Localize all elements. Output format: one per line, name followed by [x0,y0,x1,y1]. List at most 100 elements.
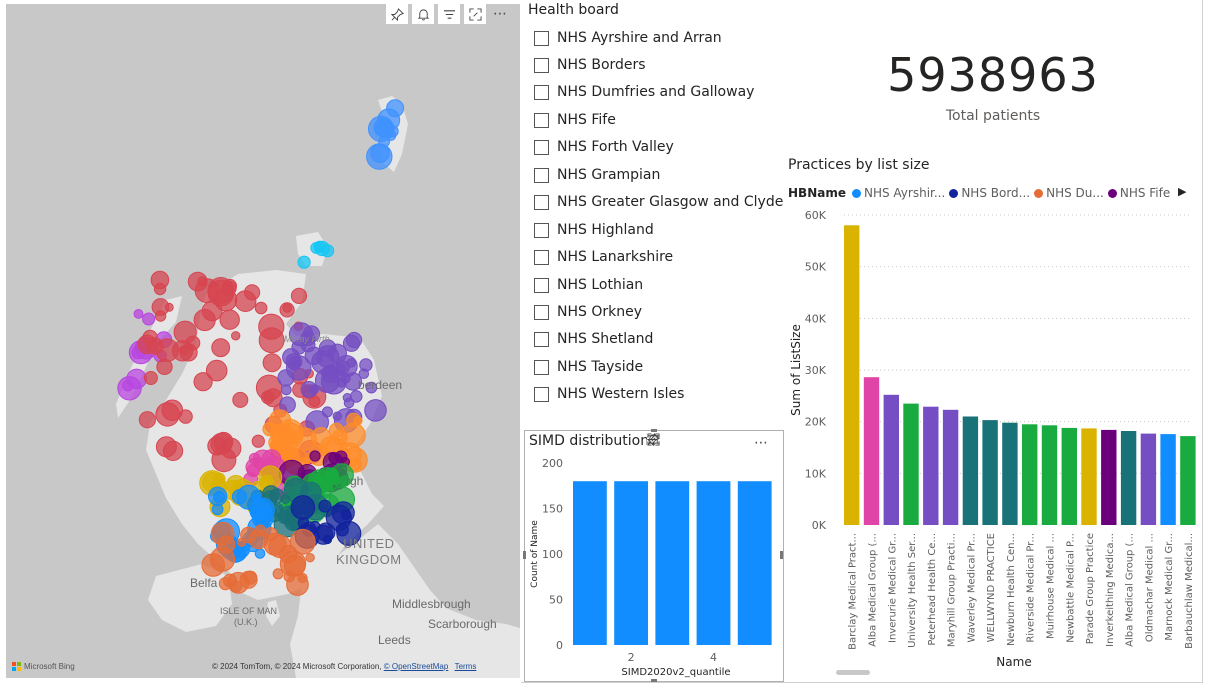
practice-bubble[interactable] [318,499,332,513]
slicer-item-forth-valley[interactable]: NHS Forth Valley [534,135,674,159]
filter-icon[interactable] [647,433,721,453]
bar[interactable] [1120,431,1137,525]
bar[interactable] [1022,424,1038,526]
terms-link[interactable]: Terms [454,662,477,671]
simd-distribution-chart[interactable]: 0 50 100 150 200 2 4 Count of Name SIMD2020v2_qu… [523,429,784,682]
total-patients-card[interactable]: 5938963 Total patients [790,40,1196,130]
bell-icon[interactable] [412,4,434,24]
checkbox[interactable] [534,139,549,155]
practice-bubble[interactable] [279,302,295,318]
practice-bubble[interactable] [178,409,193,424]
slicer-item-highland[interactable]: NHS Highland [534,218,654,242]
practice-bubble[interactable] [138,411,156,429]
resize-handle[interactable] [651,429,657,432]
practice-bubble[interactable] [261,474,274,487]
practice-bubble[interactable] [322,534,333,545]
checkbox[interactable] [534,112,549,128]
practice-bubble[interactable] [316,345,340,369]
practice-bubble[interactable] [365,381,378,394]
slicer-item-borders[interactable]: NHS Borders [534,53,646,77]
bar[interactable] [1180,436,1196,525]
practice-bubble[interactable] [217,535,236,554]
checkbox[interactable] [534,84,549,100]
practice-bubble[interactable] [193,308,216,332]
resize-handle[interactable] [523,551,526,559]
bar[interactable] [1061,427,1077,525]
practice-bubble[interactable] [239,570,258,589]
practice-bubble[interactable] [207,436,227,456]
practice-bubble[interactable] [346,412,361,428]
practice-bubble[interactable] [343,397,355,409]
practice-bubble[interactable] [232,391,249,408]
practice-bubble[interactable] [338,475,351,487]
checkbox[interactable] [534,386,549,402]
practice-bubble[interactable] [142,312,156,326]
practice-bubble[interactable] [290,495,316,520]
slicer-item-greater-glasgow-clyde[interactable]: NHS Greater Glasgow and Clyde [534,190,783,214]
practice-bubble[interactable] [231,331,241,341]
checkbox[interactable] [534,249,549,265]
checkbox[interactable] [534,57,549,73]
checkbox[interactable] [534,359,549,375]
practice-bubble[interactable] [300,381,318,398]
bar[interactable] [1002,422,1018,525]
practice-bubble[interactable] [155,338,180,363]
openstreetmap-link[interactable]: © OpenStreetMap [383,662,449,671]
practice-bubble[interactable] [328,422,344,438]
practice-bubble[interactable] [289,528,316,555]
bar[interactable] [696,481,731,645]
checkbox[interactable] [534,222,549,238]
more-options-icon[interactable]: ⋯ [493,6,507,22]
practice-bubble[interactable] [290,287,308,304]
slicer-item-fife[interactable]: NHS Fife [534,108,616,132]
practice-bubble[interactable] [302,325,321,343]
practice-bubble[interactable] [277,369,295,387]
practice-bubble[interactable] [309,450,321,462]
bar[interactable] [883,394,899,525]
practice-bubble[interactable] [328,452,340,464]
slicer-item-ayrshire-arran[interactable]: NHS Ayrshire and Arran [534,26,722,50]
bar[interactable] [1140,433,1157,525]
more-options-icon[interactable]: ⋯ [754,435,768,451]
practice-bubble[interactable] [359,358,373,372]
checkbox[interactable] [534,30,549,46]
focus-mode-icon[interactable] [647,433,747,453]
practice-bubble[interactable] [223,573,237,588]
checkbox[interactable] [534,167,549,183]
slicer-item-tayside[interactable]: NHS Tayside [534,355,643,379]
bar[interactable] [1101,429,1117,525]
bar[interactable] [573,481,607,645]
bar[interactable] [737,481,772,645]
practice-bubble[interactable] [272,568,284,580]
practice-bubble[interactable] [290,358,302,369]
practice-bubble[interactable] [117,376,142,401]
practice-bubble[interactable] [291,339,307,355]
practice-bubble[interactable] [346,358,357,368]
slicer-item-lanarkshire[interactable]: NHS Lanarkshire [534,245,673,269]
practice-bubble[interactable] [277,422,304,449]
practice-bubble[interactable] [193,372,213,392]
practice-bubble[interactable] [207,277,235,304]
slicer-item-lothian[interactable]: NHS Lothian [534,273,643,297]
practice-bubble[interactable] [321,364,341,384]
bar[interactable] [982,420,998,525]
focus-mode-icon[interactable] [464,4,486,24]
practice-bubble[interactable] [346,331,363,349]
practice-bubble[interactable] [254,301,268,315]
resize-handle[interactable] [651,679,657,682]
practice-bubble[interactable] [349,390,363,403]
practice-bubble[interactable] [185,335,201,351]
legend-item[interactable]: NHS Bord... [949,186,1030,200]
legend-item[interactable]: NHS Du... [1034,186,1104,200]
practice-bubble[interactable] [213,491,226,503]
pin-icon[interactable] [386,4,408,24]
practice-bubble[interactable] [153,282,167,296]
slicer-item-grampian[interactable]: NHS Grampian [534,163,660,187]
bar[interactable] [614,481,648,645]
practice-bubble[interactable] [283,554,306,577]
practice-bubble[interactable] [143,371,158,385]
practice-bubble[interactable] [163,440,184,461]
bar[interactable] [923,406,939,525]
practice-bubble[interactable] [324,470,339,486]
practice-bubble[interactable] [314,240,330,257]
